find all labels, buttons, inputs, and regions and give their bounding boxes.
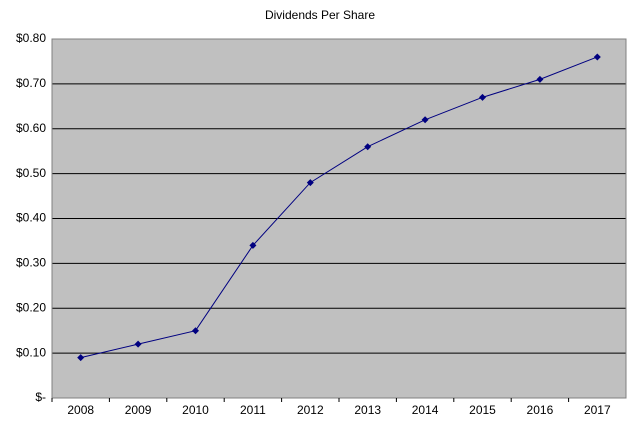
marker (593, 53, 601, 61)
y-tick-label: $0.60 (16, 121, 46, 135)
y-tick-label: $0.20 (16, 300, 46, 314)
y-tick-label: $0.50 (16, 166, 46, 180)
line (80, 56, 598, 359)
x-tick-label: 2009 (125, 403, 152, 417)
y-tick-label: $- (35, 390, 46, 404)
chart-title: Dividends Per Share (265, 8, 375, 22)
marker (249, 241, 257, 249)
x-tick-label: 2013 (354, 403, 381, 417)
x-tick-label: 2008 (67, 403, 94, 417)
y-tick-label: $0.80 (16, 31, 46, 45)
y-tick-label: $0.10 (16, 345, 46, 359)
marker (421, 116, 429, 124)
x-tick-label: 2012 (297, 403, 324, 417)
x-tick-label: 2016 (527, 403, 554, 417)
y-tick-label: $0.70 (16, 76, 46, 90)
marker (536, 75, 544, 83)
marker (306, 179, 314, 187)
y-tick-label: $0.30 (16, 256, 46, 270)
x-tick-label: 2015 (469, 403, 496, 417)
x-tick-label: 2011 (240, 403, 266, 417)
y-tick-label: $0.40 (16, 211, 46, 225)
marker (77, 354, 85, 362)
x-tick-label: 2014 (412, 403, 439, 417)
x-tick-label: 2010 (182, 403, 209, 417)
marker (479, 93, 486, 101)
marker (134, 340, 142, 348)
marker (364, 143, 372, 151)
marker (192, 327, 199, 335)
x-tick-label: 2017 (584, 403, 611, 417)
